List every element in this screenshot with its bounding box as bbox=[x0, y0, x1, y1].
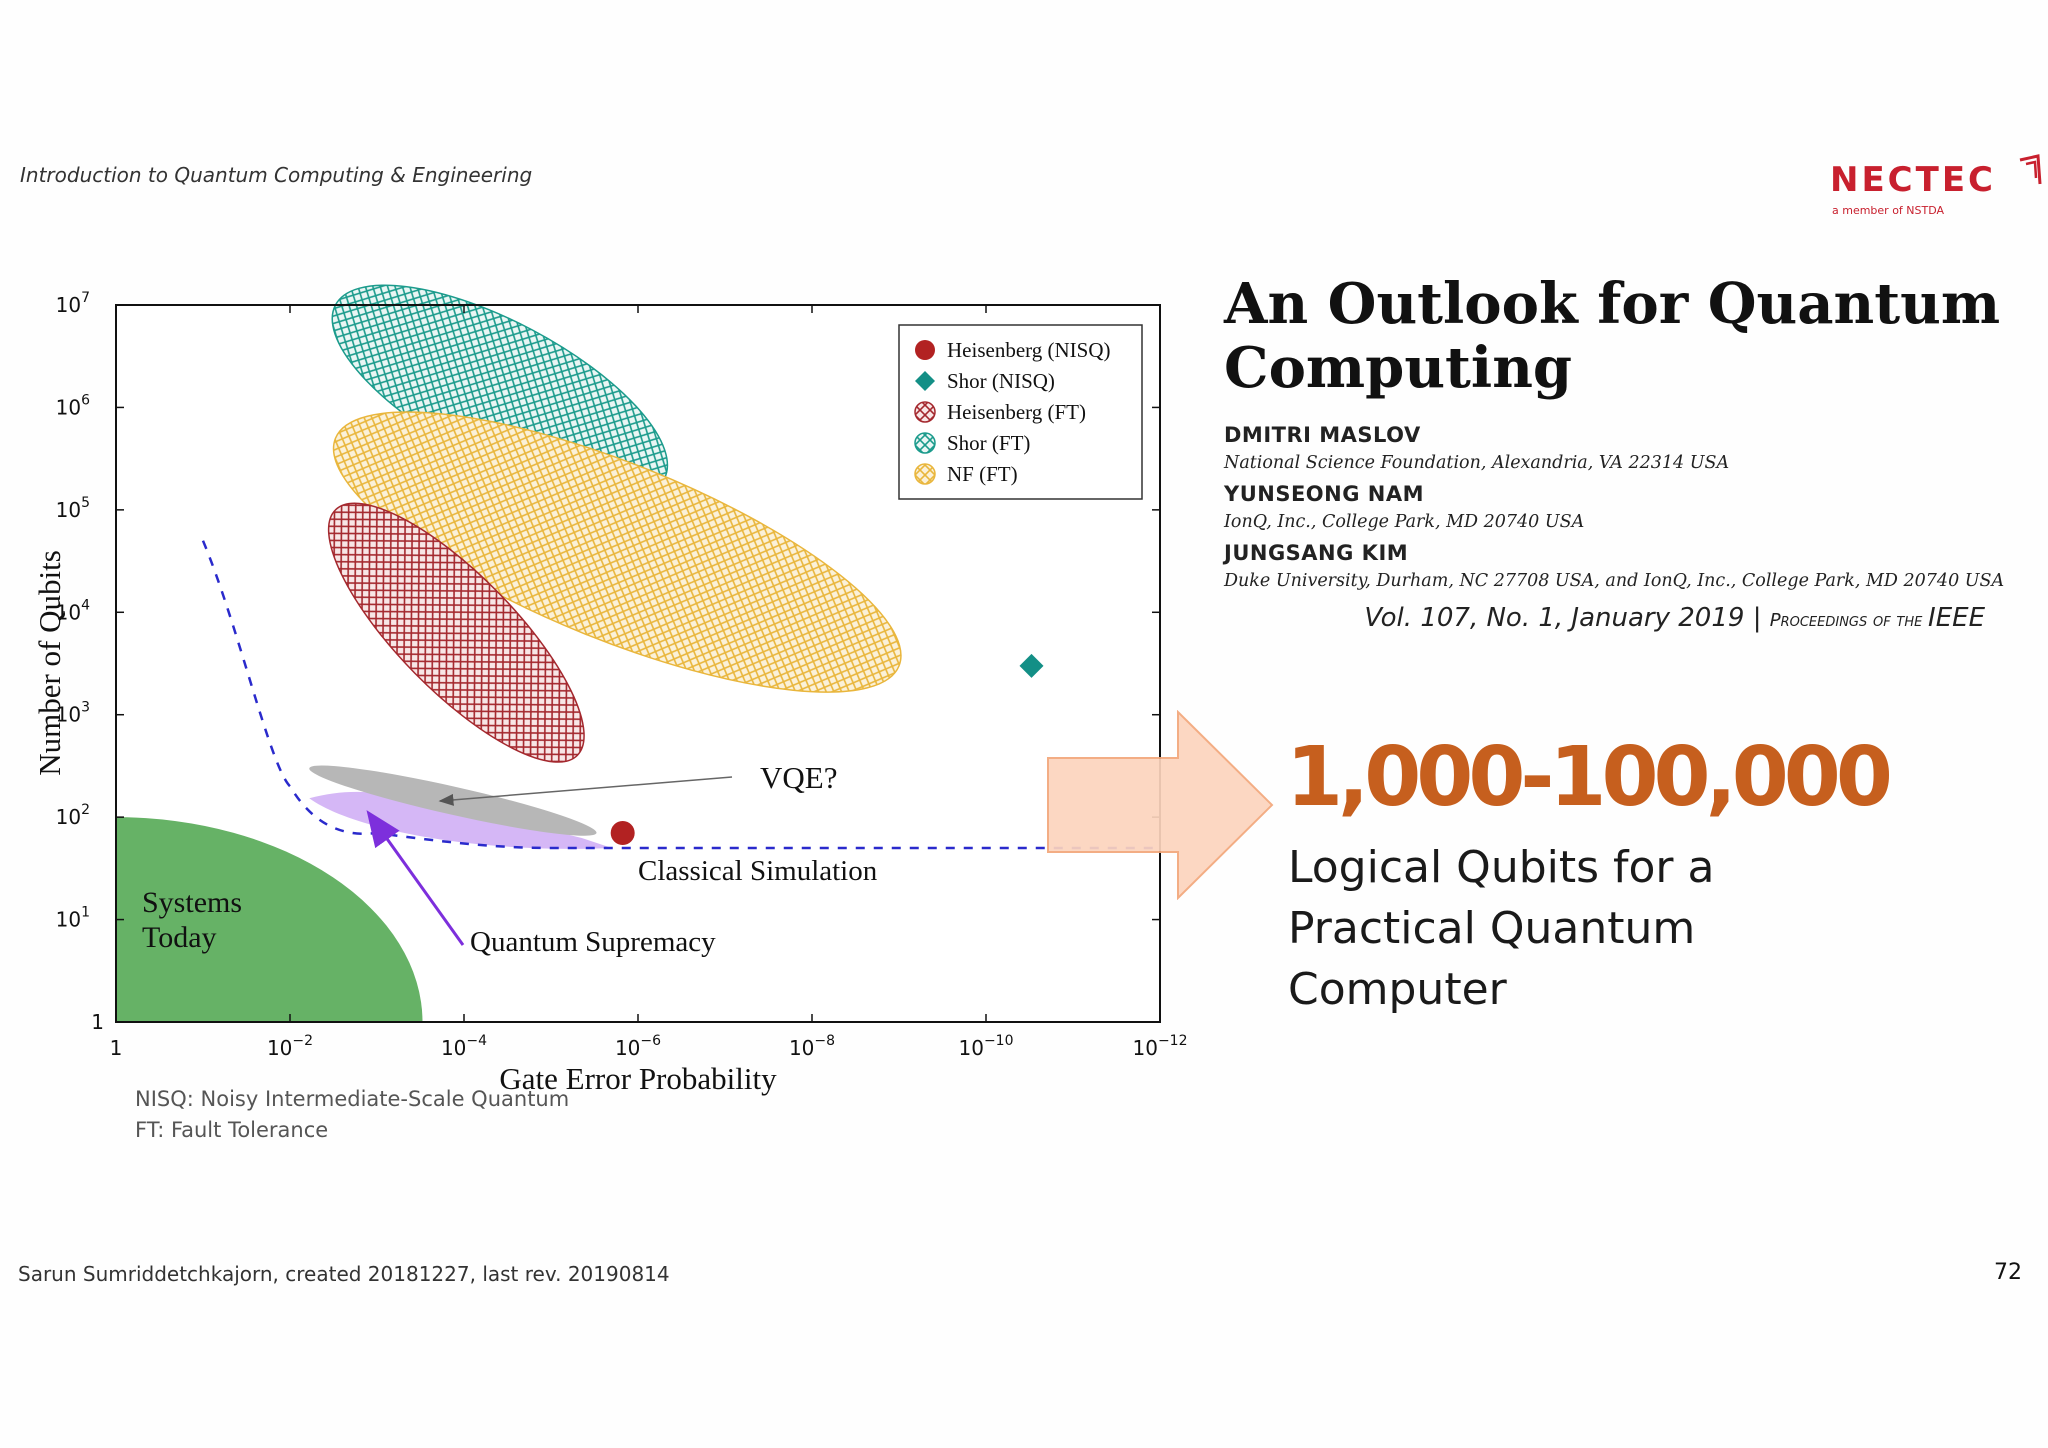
author-name: JUNGSANG KIM bbox=[1224, 541, 1409, 565]
abbreviation-notes: NISQ: Noisy Intermediate-Scale Quantum F… bbox=[135, 1084, 569, 1146]
x-tick-label: 10−4 bbox=[441, 1033, 487, 1060]
y-tick-label: 106 bbox=[56, 392, 90, 419]
paper-title-line2: Computing bbox=[1224, 335, 1573, 401]
logical-qubits-caption: Logical Qubits for a Practical Quantum C… bbox=[1288, 837, 1828, 1020]
legend-box bbox=[898, 324, 1143, 500]
citation-journal-prefix: Proceedings of the bbox=[1769, 610, 1929, 631]
y-tick-label: 1 bbox=[91, 1010, 104, 1034]
paper-title-line1: An Outlook for Quantum bbox=[1224, 271, 2001, 337]
y-tick-label: 104 bbox=[56, 597, 90, 624]
y-tick-label: 107 bbox=[56, 290, 90, 317]
heisenberg-ft-region bbox=[327, 502, 585, 763]
systems-today-region bbox=[116, 817, 423, 1022]
legend-marker bbox=[914, 463, 936, 485]
author-name: YUNSEONG NAM bbox=[1224, 482, 1425, 506]
systems-today-label: Today bbox=[142, 921, 217, 954]
footer-credit: Sarun Sumriddetchkajorn, created 2018122… bbox=[18, 1262, 670, 1286]
legend-label: Shor (FT) bbox=[947, 431, 1030, 455]
x-tick-label: 1 bbox=[110, 1036, 123, 1060]
x-tick-label: 10−8 bbox=[789, 1033, 835, 1060]
note-nisq: NISQ: Noisy Intermediate-Scale Quantum bbox=[135, 1087, 570, 1111]
author-name: DMITRI MASLOV bbox=[1224, 423, 1421, 447]
right-arrow-icon bbox=[1047, 710, 1274, 900]
caption-line: Practical Quantum bbox=[1288, 903, 1696, 954]
citation: Vol. 107, No. 1, January 2019 | Proceedi… bbox=[1120, 603, 1985, 633]
logo-subtext: a member of NSTDA bbox=[1832, 204, 1945, 217]
classical-simulation-boundary bbox=[201, 540, 1160, 850]
vqe-label: VQE? bbox=[760, 760, 837, 795]
quantum-supremacy-arrow bbox=[366, 810, 465, 946]
author-affiliation: Duke University, Durham, NC 27708 USA, a… bbox=[1224, 571, 2005, 591]
y-axis-label: Number of Qubits bbox=[32, 550, 67, 776]
legend-label: Shor (NISQ) bbox=[947, 369, 1055, 393]
x-tick-label: 10−6 bbox=[615, 1033, 661, 1060]
citation-volume: Vol. 107, No. 1, January 2019 | bbox=[1364, 603, 1770, 633]
nf-ft-region bbox=[332, 411, 902, 693]
legend-marker bbox=[915, 340, 935, 360]
caption-line: Computer bbox=[1288, 964, 1507, 1015]
quantum-supremacy-region bbox=[309, 791, 612, 849]
course-title: Introduction to Quantum Computing & Engi… bbox=[20, 163, 533, 187]
x-tick-label: 10−12 bbox=[1133, 1033, 1188, 1060]
x-axis-label: Gate Error Probability bbox=[499, 1061, 777, 1096]
legend-marker bbox=[914, 432, 936, 454]
logo-mark-icon bbox=[2019, 154, 2042, 185]
legend-marker bbox=[915, 371, 935, 391]
citation-journal-name: IEEE bbox=[1928, 603, 1985, 633]
qubit-error-chart: VQE? Classical Simulation Quantum Supremac… bbox=[32, 284, 1188, 1096]
nectec-logo: NECTEC a member of NSTDA bbox=[1826, 152, 2046, 222]
author-affiliation: IonQ, Inc., College Park, MD 20740 USA bbox=[1224, 512, 1585, 532]
shor-nisq-point bbox=[1019, 653, 1044, 678]
legend-label: Heisenberg (NISQ) bbox=[947, 338, 1111, 362]
x-tick-label: 10−10 bbox=[959, 1033, 1014, 1060]
paper-title: An Outlook for Quantum Computing bbox=[1224, 272, 2024, 400]
quantum-supremacy-label: Quantum Supremacy bbox=[470, 926, 716, 958]
logical-qubits-number: 1,000-100,000 bbox=[1286, 730, 1893, 825]
note-ft: FT: Fault Tolerance bbox=[135, 1118, 329, 1142]
legend-marker bbox=[914, 401, 936, 423]
author-affiliation: National Science Foundation, Alexandria,… bbox=[1224, 453, 1730, 473]
classical-simulation-label: Classical Simulation bbox=[638, 855, 878, 887]
legend-label: Heisenberg (FT) bbox=[947, 400, 1086, 424]
vqe-arrow bbox=[438, 776, 733, 806]
y-tick-label: 105 bbox=[56, 495, 90, 522]
logo-text: NECTEC bbox=[1830, 160, 1997, 200]
systems-today-label: Systems bbox=[142, 886, 242, 919]
y-tick-label: 102 bbox=[56, 802, 90, 829]
y-tick-label: 101 bbox=[56, 905, 90, 932]
heisenberg-nisq-point bbox=[610, 821, 635, 846]
legend-label: NF (FT) bbox=[947, 462, 1018, 486]
x-tick-label: 10−2 bbox=[267, 1033, 313, 1060]
caption-line: Logical Qubits for a bbox=[1288, 842, 1715, 893]
page-number: 72 bbox=[1994, 1260, 2022, 1285]
